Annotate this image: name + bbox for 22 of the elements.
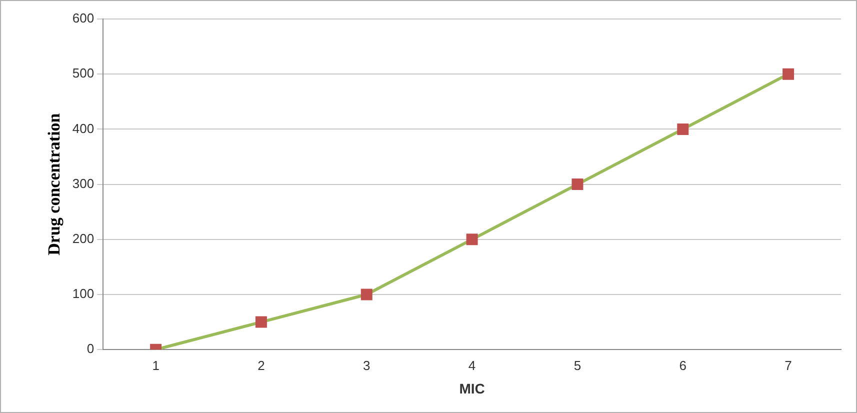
y-tick-label: 200	[72, 230, 94, 246]
point	[255, 316, 267, 328]
point	[360, 288, 372, 300]
x-tick-label: 7	[784, 358, 792, 373]
y-tick-label: 600	[72, 10, 94, 26]
x-tick-label: 6	[679, 358, 686, 373]
x-tick-label: 3	[363, 358, 370, 373]
point	[572, 178, 584, 190]
x-tick-label: 4	[468, 358, 476, 373]
x-axis-title: MIC	[459, 380, 485, 396]
x-tick-label: 2	[258, 358, 265, 373]
y-tick-label: 500	[72, 66, 94, 81]
x-tick-label: 1	[152, 358, 160, 373]
point	[677, 123, 689, 135]
point	[782, 68, 794, 80]
y-axis-title: Drug concentration	[44, 112, 64, 256]
y-tick-label: 100	[72, 286, 94, 302]
y-tick-label: 400	[72, 120, 94, 136]
x-tick-label: 5	[574, 358, 582, 373]
point	[466, 234, 478, 246]
y-tick-label: 0	[86, 341, 94, 356]
y-tick-label: 300	[72, 176, 94, 191]
